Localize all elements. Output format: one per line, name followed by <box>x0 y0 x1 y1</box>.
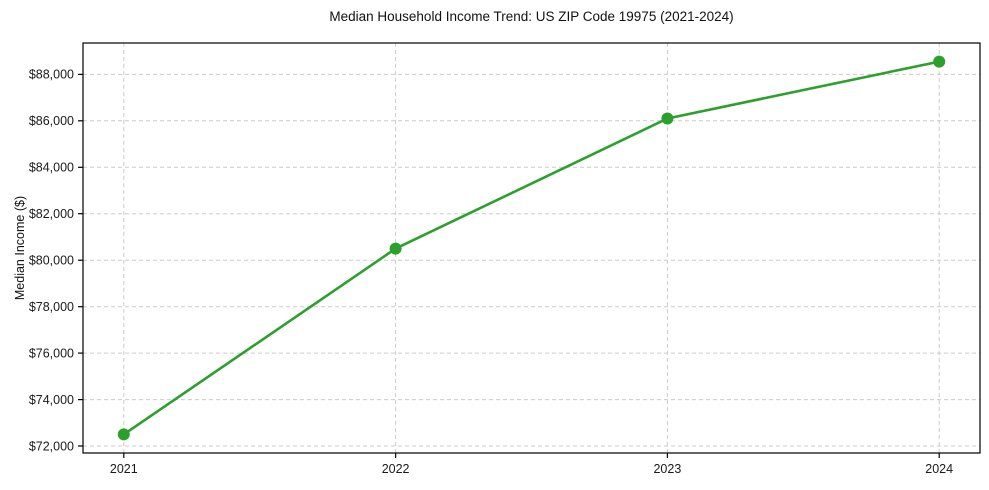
data-point-marker <box>389 242 402 255</box>
y-tick-label: $86,000 <box>29 114 74 128</box>
y-tick-label: $82,000 <box>29 207 74 221</box>
chart-title: Median Household Income Trend: US ZIP Co… <box>329 9 734 24</box>
plot-border <box>82 42 981 454</box>
x-tick-label: 2021 <box>110 462 138 476</box>
data-point-marker <box>661 112 674 125</box>
x-tick-label: 2022 <box>382 462 410 476</box>
y-tick-label: $72,000 <box>29 439 74 453</box>
x-tick-label: 2023 <box>653 462 681 476</box>
y-tick-label: $84,000 <box>29 161 74 175</box>
data-point-marker <box>933 55 946 68</box>
y-tick-label: $76,000 <box>29 346 74 360</box>
trend-line <box>122 60 941 436</box>
y-tick-label: $80,000 <box>29 254 74 268</box>
x-tick-label: 2024 <box>925 462 953 476</box>
data-point-marker <box>117 428 130 441</box>
y-tick-label: $88,000 <box>29 68 74 82</box>
y-tick-label: $78,000 <box>29 300 74 314</box>
y-tick-label: $74,000 <box>29 393 74 407</box>
